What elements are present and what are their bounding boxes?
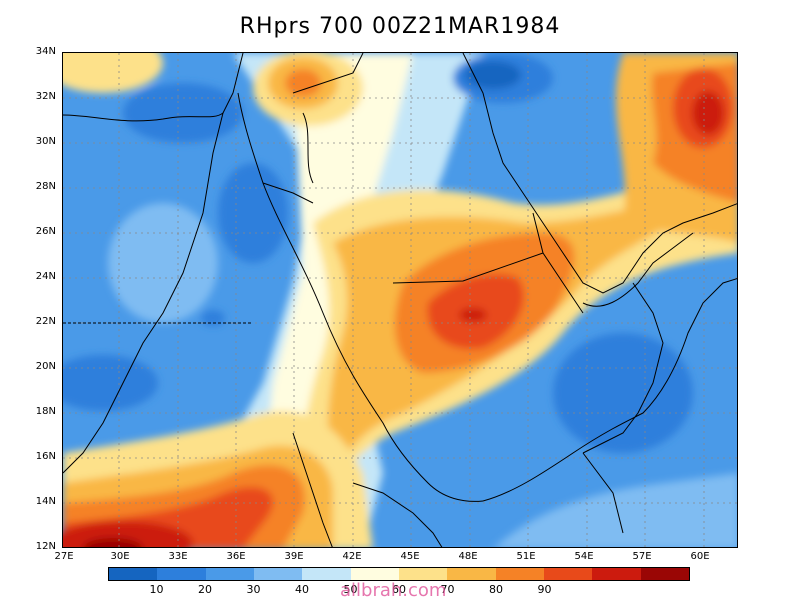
colorbar-swatch xyxy=(447,568,496,580)
lat-label: 20N xyxy=(35,361,56,372)
colorbar-label: 30 xyxy=(246,583,261,596)
map-plot-area xyxy=(62,52,738,548)
lon-label: 30E xyxy=(110,551,130,562)
colorbar-swatch xyxy=(157,568,206,580)
colorbar-label: 90 xyxy=(537,583,552,596)
lat-label: 32N xyxy=(35,91,56,102)
colorbar-swatch xyxy=(495,568,544,580)
watermark: allbrah.com xyxy=(340,580,447,601)
colorbar-swatch xyxy=(253,568,303,580)
lon-label: 42E xyxy=(342,551,362,562)
colorbar-label: 80 xyxy=(489,583,503,596)
lon-label: 39E xyxy=(284,551,304,562)
lon-label: 27E xyxy=(54,551,74,562)
lat-label: 18N xyxy=(35,406,56,417)
colorbar xyxy=(108,567,690,581)
colorbar-label: 50 xyxy=(343,583,358,596)
colorbar-swatch xyxy=(205,568,254,580)
lat-label: 28N xyxy=(35,181,56,192)
lon-label: 51E xyxy=(516,551,536,562)
colorbar-label: 20 xyxy=(198,583,212,596)
lon-label: 45E xyxy=(400,551,420,562)
lon-label: 60E xyxy=(690,551,710,562)
lat-label: 30N xyxy=(35,136,56,147)
lat-label: 26N xyxy=(35,226,56,237)
grid-lines xyxy=(63,53,737,547)
humidity-map xyxy=(63,53,737,547)
lon-label: 57E xyxy=(632,551,652,562)
colorbar-label: 10 xyxy=(149,583,164,596)
lon-label: 54E xyxy=(574,551,594,562)
colorbar-label: 60 xyxy=(392,583,406,596)
lat-label: 16N xyxy=(35,451,56,462)
lon-label: 48E xyxy=(458,551,478,562)
colorbar-swatch xyxy=(350,568,399,580)
colorbar-swatch xyxy=(640,568,689,580)
lat-label: 14N xyxy=(35,496,56,507)
colorbar-label: 40 xyxy=(295,583,309,596)
colorbar-label: 70 xyxy=(440,583,455,596)
coastlines-borders xyxy=(63,53,737,547)
humidity-field xyxy=(63,53,737,547)
colorbar-swatch xyxy=(398,568,448,580)
lat-label: 12N xyxy=(35,541,56,552)
colorbar-swatch xyxy=(302,568,351,580)
lon-label: 33E xyxy=(168,551,188,562)
lat-label: 22N xyxy=(35,316,56,327)
lat-label: 34N xyxy=(35,46,56,57)
lat-label: 24N xyxy=(35,271,56,282)
colorbar-swatch xyxy=(543,568,593,580)
map-title: RHprs 700 00Z21MAR1984 xyxy=(239,14,561,39)
colorbar-swatch xyxy=(109,568,158,580)
lon-label: 36E xyxy=(226,551,246,562)
colorbar-swatch xyxy=(592,568,641,580)
